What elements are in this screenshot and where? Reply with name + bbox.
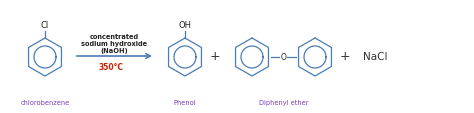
- Text: concentrated: concentrated: [90, 34, 139, 40]
- Text: (NaOH): (NaOH): [100, 48, 128, 54]
- Text: +: +: [340, 50, 350, 63]
- Text: Cl: Cl: [41, 21, 49, 30]
- Text: OH: OH: [179, 21, 191, 30]
- Text: O: O: [281, 53, 286, 62]
- Text: chlorobenzene: chlorobenzene: [20, 99, 70, 105]
- Text: 350°C: 350°C: [99, 62, 124, 71]
- Text: Phenol: Phenol: [173, 99, 196, 105]
- Text: NaCl: NaCl: [363, 52, 387, 61]
- Text: Diphenyl ether: Diphenyl ether: [259, 99, 308, 105]
- Text: +: +: [210, 50, 220, 63]
- Text: sodium hydroxide: sodium hydroxide: [82, 41, 147, 47]
